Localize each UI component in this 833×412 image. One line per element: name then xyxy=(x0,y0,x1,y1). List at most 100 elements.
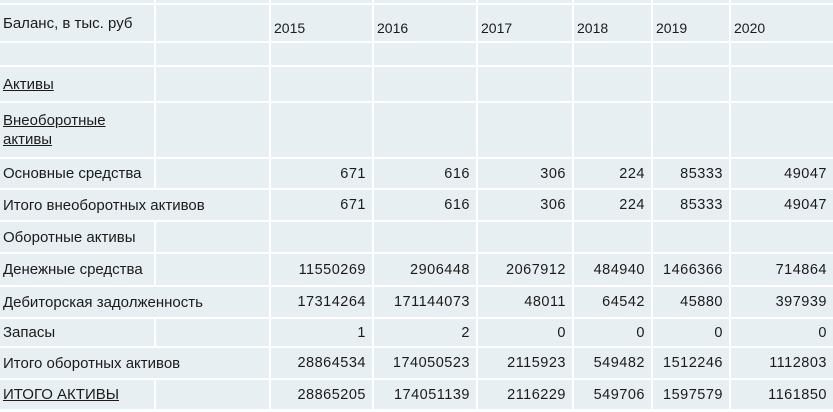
cell-empty[interactable] xyxy=(154,41,271,67)
value-2015[interactable]: 1 xyxy=(269,317,374,348)
cell-empty[interactable] xyxy=(154,101,271,159)
cell-cutoff[interactable] xyxy=(729,0,833,5)
cell-empty[interactable] xyxy=(154,317,271,348)
cell-empty[interactable] xyxy=(269,65,374,103)
value-2015[interactable]: 28864534 xyxy=(269,346,374,380)
value-2017[interactable]: 2067912 xyxy=(476,252,574,287)
row-label-total[interactable]: ИТОГО АКТИВЫ xyxy=(0,378,156,410)
value-2018[interactable]: 484940 xyxy=(572,252,653,287)
section-label-oborotnye[interactable]: Оборотные активы xyxy=(0,220,156,254)
cell-empty[interactable] xyxy=(476,220,574,254)
value-2016[interactable]: 616 xyxy=(372,157,478,190)
row-label[interactable]: Итого оборотных активов xyxy=(0,346,271,380)
value-2020[interactable]: 397939 xyxy=(729,285,833,319)
cell-empty[interactable] xyxy=(154,252,271,287)
cell-empty[interactable] xyxy=(651,101,731,159)
row-label[interactable]: Основные средства xyxy=(0,157,156,190)
cell-empty[interactable] xyxy=(729,65,833,103)
cell-empty[interactable] xyxy=(0,41,156,67)
row-label[interactable]: Денежные средства xyxy=(0,252,156,287)
value-2016[interactable]: 2906448 xyxy=(372,252,478,287)
cell-cutoff[interactable] xyxy=(572,0,653,5)
table-title[interactable]: Баланс, в тыс. руб xyxy=(0,3,156,43)
cell-empty[interactable] xyxy=(372,101,478,159)
cell-empty[interactable] xyxy=(476,65,574,103)
value-2019[interactable]: 1466366 xyxy=(651,252,731,287)
value-2015[interactable]: 11550269 xyxy=(269,252,374,287)
value-2015[interactable]: 671 xyxy=(269,157,374,190)
year-header-2016[interactable]: 2016 xyxy=(372,3,478,43)
value-2018[interactable]: 0 xyxy=(572,317,653,348)
value-2020[interactable]: 49047 xyxy=(729,157,833,190)
value-2017[interactable]: 2116229 xyxy=(476,378,574,410)
value-2020[interactable]: 0 xyxy=(729,317,833,348)
cell-empty[interactable] xyxy=(154,220,271,254)
value-2016[interactable]: 616 xyxy=(372,188,478,222)
year-header-2019[interactable]: 2019 xyxy=(651,3,731,43)
value-2016[interactable]: 174051139 xyxy=(372,378,478,410)
value-2016[interactable]: 2 xyxy=(372,317,478,348)
cell-cutoff[interactable] xyxy=(476,0,574,5)
value-2017[interactable]: 306 xyxy=(476,157,574,190)
cell-empty[interactable] xyxy=(154,157,271,190)
cell-empty[interactable] xyxy=(572,41,653,67)
value-2016[interactable]: 174050523 xyxy=(372,346,478,380)
cell-empty[interactable] xyxy=(269,101,374,159)
year-header-2015[interactable]: 2015 xyxy=(269,3,374,43)
cell-cutoff[interactable] xyxy=(0,0,156,5)
value-2019[interactable]: 85333 xyxy=(651,188,731,222)
value-2020[interactable]: 1112803 xyxy=(729,346,833,380)
cell-empty[interactable] xyxy=(476,101,574,159)
value-2015[interactable]: 28865205 xyxy=(269,378,374,410)
value-2017[interactable]: 48011 xyxy=(476,285,574,319)
cell-empty[interactable] xyxy=(651,65,731,103)
cell-empty[interactable] xyxy=(372,41,478,67)
cell-cutoff[interactable] xyxy=(372,0,478,5)
cell-empty[interactable] xyxy=(154,3,271,43)
cell-empty[interactable] xyxy=(372,220,478,254)
value-2018[interactable]: 549706 xyxy=(572,378,653,410)
value-2018[interactable]: 224 xyxy=(572,188,653,222)
cell-empty[interactable] xyxy=(572,101,653,159)
cell-cutoff[interactable] xyxy=(651,0,731,5)
cell-empty[interactable] xyxy=(269,220,374,254)
section-label-aktivy[interactable]: Активы xyxy=(0,65,156,103)
cell-empty[interactable] xyxy=(269,41,374,67)
value-2019[interactable]: 45880 xyxy=(651,285,731,319)
cell-cutoff[interactable] xyxy=(154,0,271,5)
cell-empty[interactable] xyxy=(572,65,653,103)
value-2017[interactable]: 306 xyxy=(476,188,574,222)
cell-empty[interactable] xyxy=(372,65,478,103)
cell-empty[interactable] xyxy=(651,41,731,67)
value-2018[interactable]: 64542 xyxy=(572,285,653,319)
value-2016[interactable]: 171144073 xyxy=(372,285,478,319)
cell-empty[interactable] xyxy=(729,101,833,159)
value-2019[interactable]: 1597579 xyxy=(651,378,731,410)
value-2020[interactable]: 1161850 xyxy=(729,378,833,410)
section-label-vneoborotnye[interactable]: Внеоборотные активы xyxy=(0,101,156,159)
value-2015[interactable]: 17314264 xyxy=(269,285,374,319)
value-2019[interactable]: 0 xyxy=(651,317,731,348)
value-2020[interactable]: 49047 xyxy=(729,188,833,222)
row-label[interactable]: Дебиторская задолженность xyxy=(0,285,271,319)
cell-empty[interactable] xyxy=(572,220,653,254)
value-2018[interactable]: 549482 xyxy=(572,346,653,380)
cell-empty[interactable] xyxy=(729,220,833,254)
value-2015[interactable]: 671 xyxy=(269,188,374,222)
year-header-2020[interactable]: 2020 xyxy=(729,3,833,43)
value-2018[interactable]: 224 xyxy=(572,157,653,190)
year-header-2017[interactable]: 2017 xyxy=(476,3,574,43)
cell-empty[interactable] xyxy=(729,41,833,67)
value-2019[interactable]: 85333 xyxy=(651,157,731,190)
cell-empty[interactable] xyxy=(651,220,731,254)
row-label[interactable]: Итого внеоборотных активов xyxy=(0,188,271,222)
value-2017[interactable]: 2115923 xyxy=(476,346,574,380)
cell-empty[interactable] xyxy=(154,65,271,103)
year-header-2018[interactable]: 2018 xyxy=(572,3,653,43)
cell-empty[interactable] xyxy=(154,378,271,410)
cell-cutoff[interactable] xyxy=(269,0,374,5)
value-2019[interactable]: 1512246 xyxy=(651,346,731,380)
value-2017[interactable]: 0 xyxy=(476,317,574,348)
row-label[interactable]: Запасы xyxy=(0,317,156,348)
cell-empty[interactable] xyxy=(476,41,574,67)
